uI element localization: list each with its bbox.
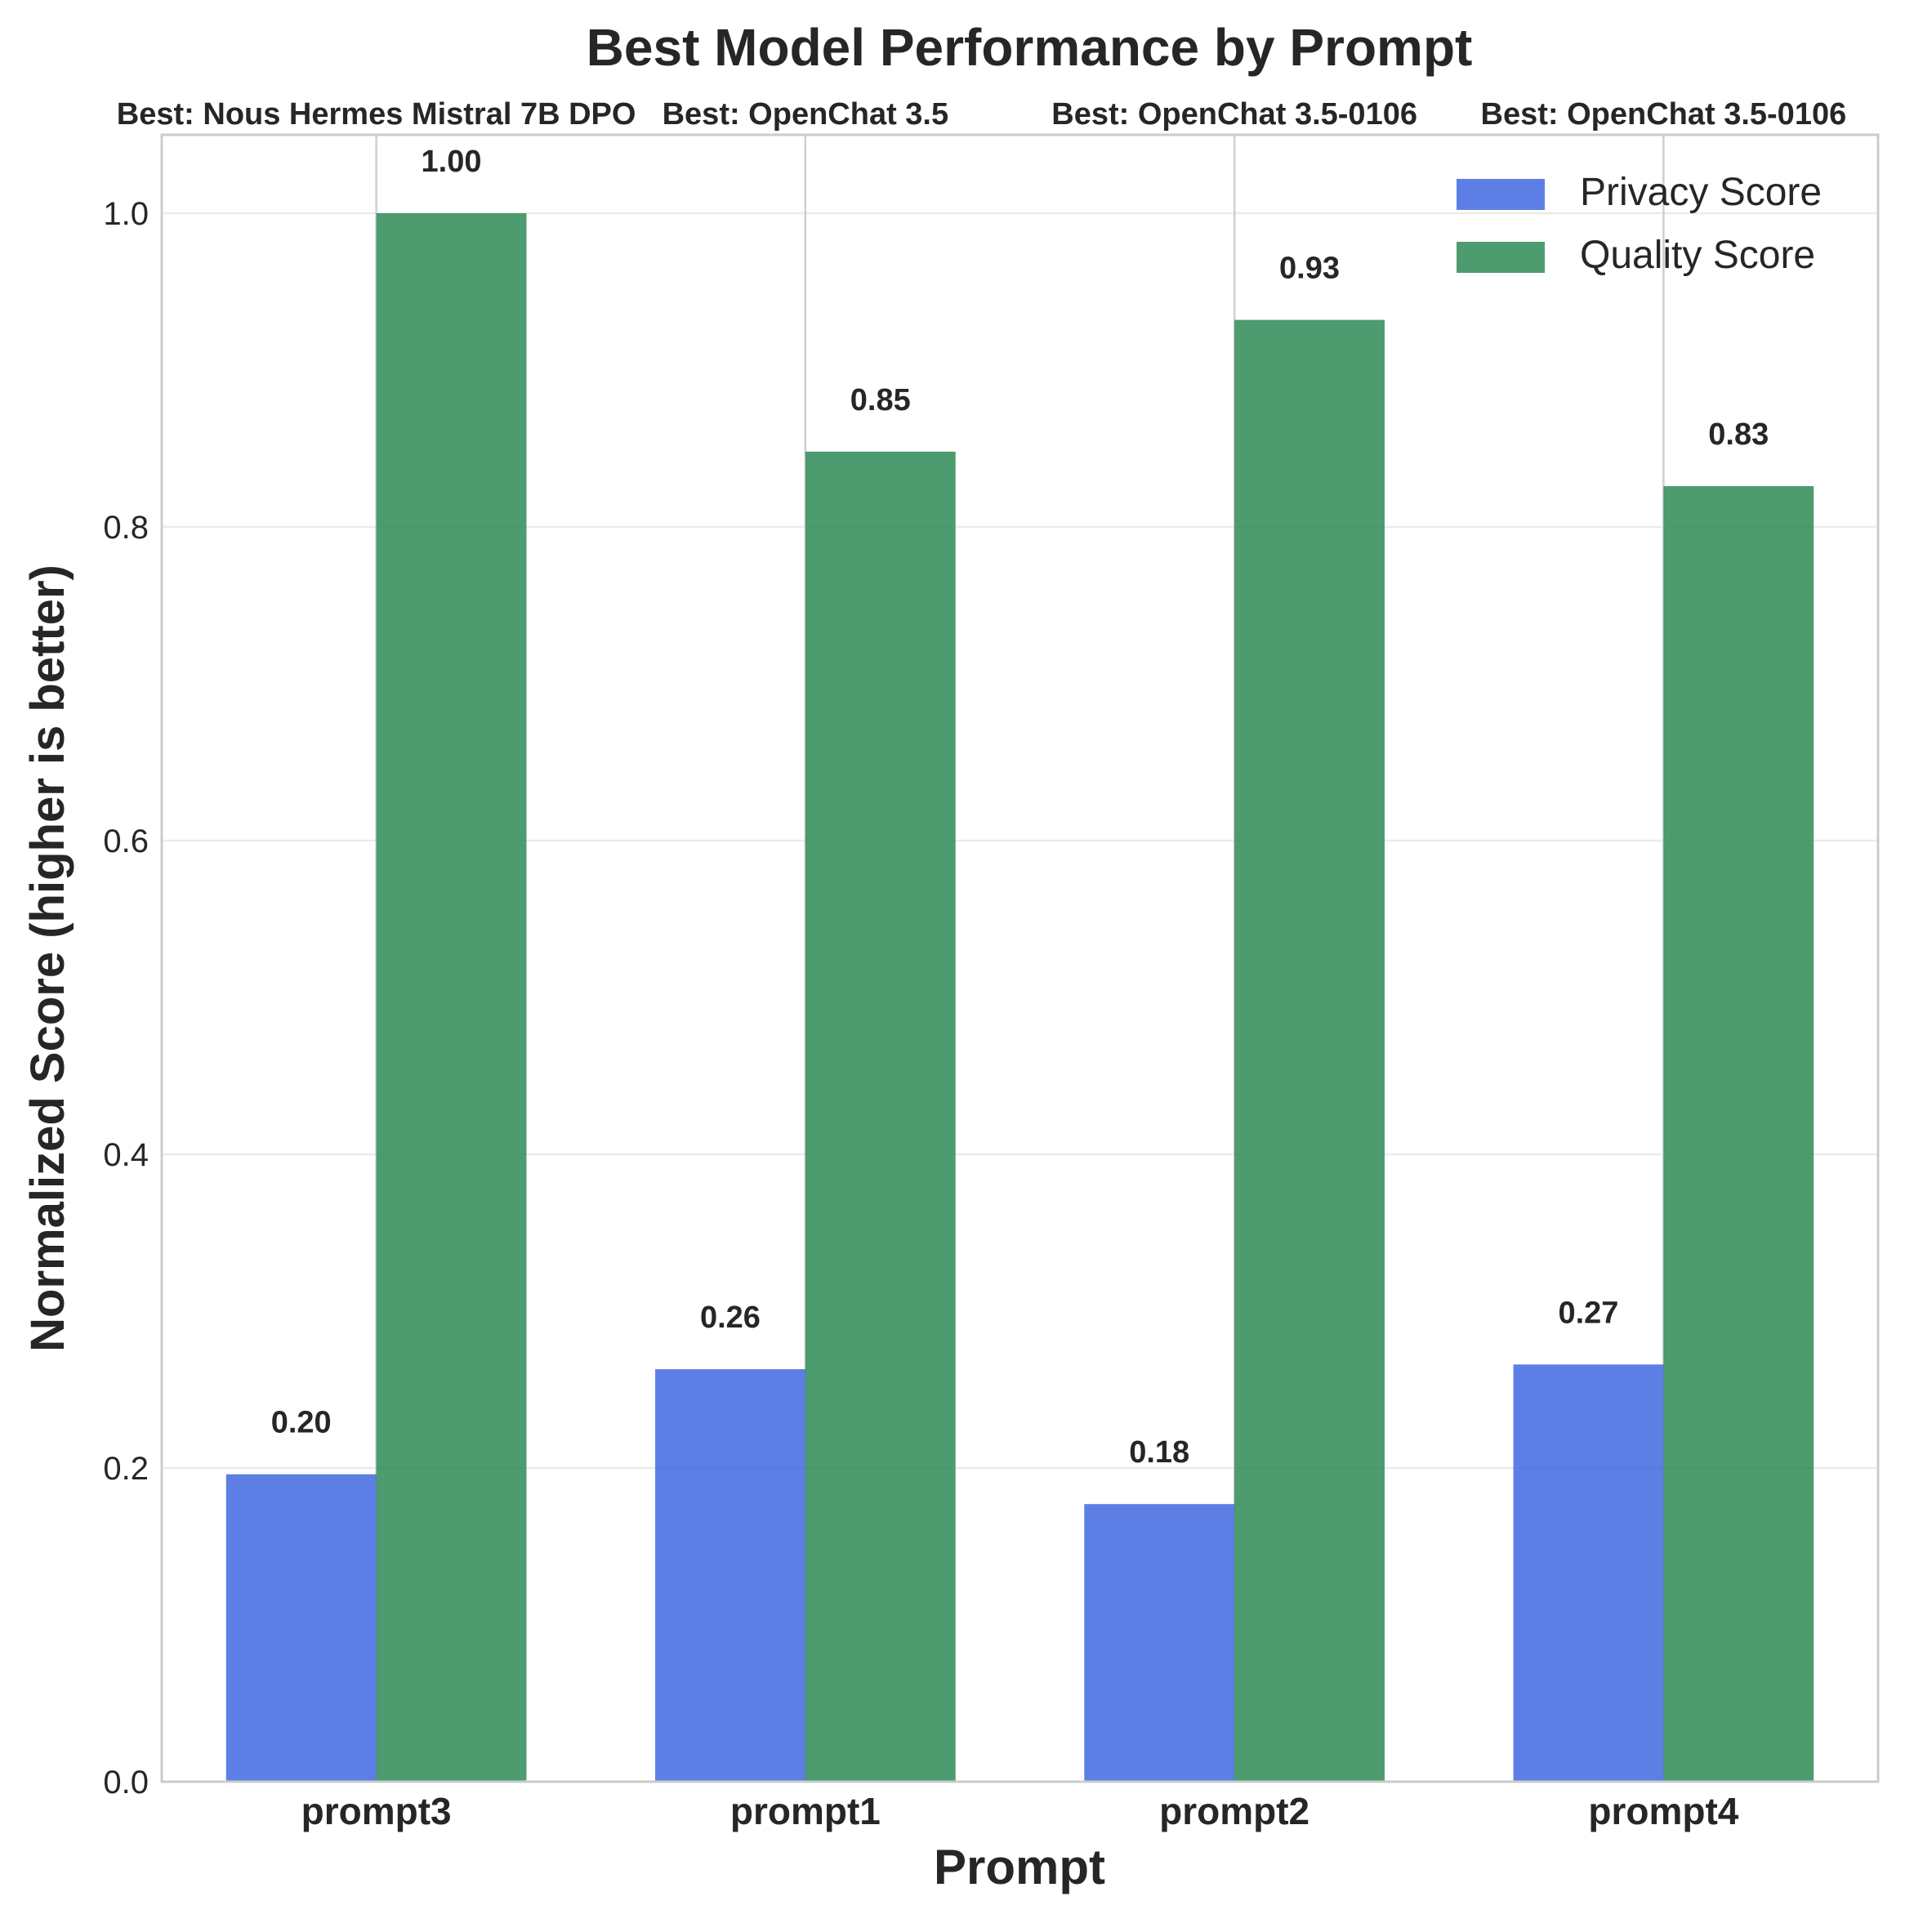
bar-quality (376, 213, 527, 1782)
bar-privacy (225, 1474, 377, 1782)
x-tick-label: prompt4 (1588, 1790, 1738, 1832)
bar-value-label: 1.00 (422, 145, 482, 179)
bar-quality (1234, 319, 1385, 1782)
best-model-label: Best: OpenChat 3.5-0106 (1481, 97, 1847, 132)
y-tick-label: 0.6 (103, 823, 149, 859)
best-model-label: Best: Nous Hermes Mistral 7B DPO (117, 97, 636, 132)
y-tick-label: 1.0 (103, 196, 149, 232)
labels: 0.0 0.2 0.4 0.6 0.8 1.0 prompt3 Best: Nous Herm… (103, 97, 1846, 1832)
y-tick-label: 0.2 (103, 1451, 149, 1487)
best-model-label: Best: OpenChat 3.5 (663, 97, 949, 132)
legend-swatch-privacy (1457, 179, 1545, 210)
y-tick-label: 0.8 (103, 510, 149, 546)
bar-value-label: 0.93 (1279, 252, 1340, 286)
y-tick-label: 0.4 (103, 1137, 149, 1173)
legend-label: Privacy Score (1580, 171, 1822, 214)
legend-swatch-quality (1457, 242, 1545, 273)
bar-privacy (1513, 1364, 1664, 1782)
bar-privacy (655, 1369, 805, 1782)
bars (225, 213, 1814, 1782)
bar-value-label: 0.20 (271, 1406, 332, 1440)
chart-title: Best Model Performance by Prompt (587, 18, 1473, 77)
bar-quality (1663, 486, 1814, 1782)
y-tick-label: 0.0 (103, 1765, 149, 1800)
x-tick-label: prompt2 (1159, 1790, 1309, 1832)
y-axis-label: Normalized Score (higher is better) (21, 564, 74, 1352)
bar-value-label: 0.27 (1558, 1296, 1618, 1330)
bar-value-label: 0.26 (700, 1301, 761, 1335)
x-tick-label: prompt1 (730, 1790, 881, 1832)
best-model-label: Best: OpenChat 3.5-0106 (1051, 97, 1417, 132)
bar-quality (805, 451, 956, 1782)
legend-label: Quality Score (1580, 234, 1815, 277)
bar-value-label: 0.83 (1708, 417, 1769, 452)
legend: Privacy Score Quality Score (1457, 171, 1822, 277)
x-axis-label: Prompt (934, 1840, 1105, 1894)
bar-privacy (1084, 1504, 1235, 1782)
bar-value-label: 0.18 (1129, 1435, 1189, 1470)
plot-frame (160, 133, 1880, 1783)
x-tick-label: prompt3 (301, 1790, 452, 1832)
bar-value-label: 0.85 (850, 383, 911, 417)
